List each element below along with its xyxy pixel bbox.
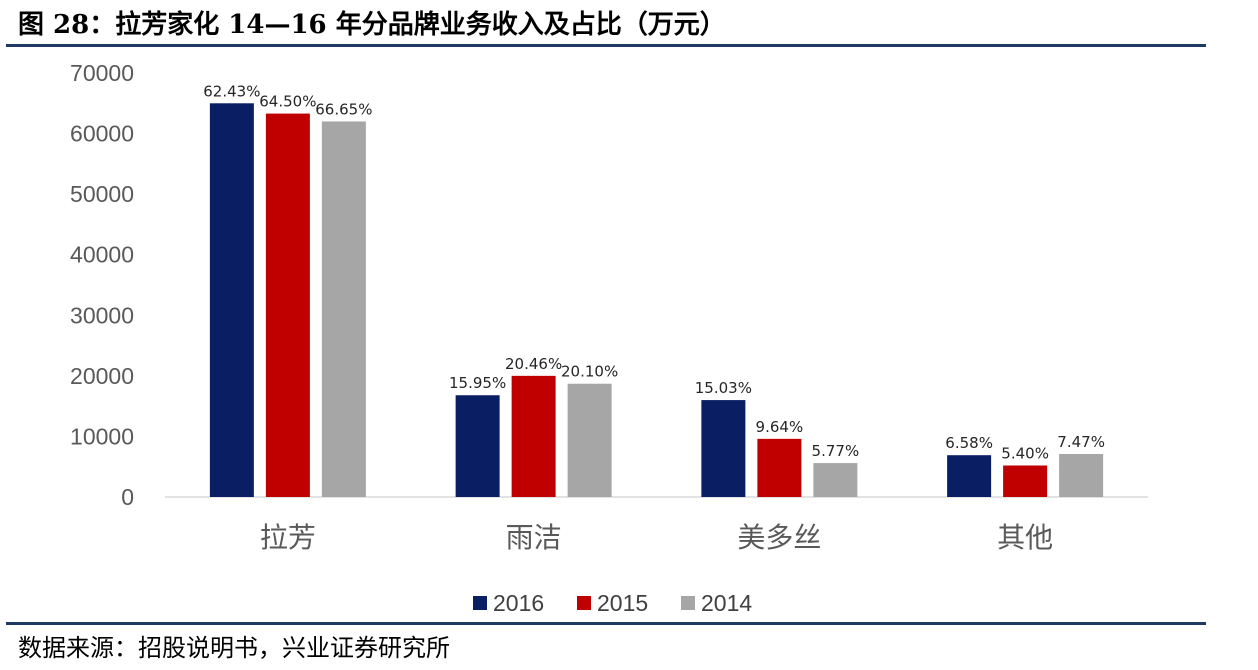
y-tick-label: 30000 (70, 302, 134, 328)
y-tick-label: 0 (121, 484, 134, 510)
bar-2015-3 (1003, 465, 1048, 497)
data-label: 7.47% (1057, 433, 1105, 451)
bar-2014-1 (567, 383, 612, 497)
data-label: 5.40% (1001, 445, 1049, 463)
footer-divider (6, 622, 1206, 625)
bar-2014-2 (813, 463, 858, 497)
figure-title: 图 28：拉芳家化 14—16 年分品牌业务收入及占比（万元） (18, 10, 726, 40)
data-label: 15.95% (449, 374, 506, 392)
legend-swatch-2014 (681, 596, 695, 610)
title-divider (6, 44, 1206, 47)
data-label: 6.58% (945, 434, 993, 452)
bar-2015-1 (511, 375, 556, 497)
legend-label: 2015 (597, 590, 648, 616)
source-note: 数据来源：招股说明书，兴业证券研究所 (18, 634, 450, 662)
y-tick-label: 60000 (70, 121, 134, 147)
data-label: 15.03% (695, 379, 752, 397)
legend-label: 2016 (493, 590, 544, 616)
x-category-label: 雨洁 (506, 521, 562, 554)
data-label: 5.77% (812, 442, 860, 460)
y-tick-label: 70000 (70, 60, 134, 86)
bar-2016-1 (455, 395, 500, 497)
bar-2016-3 (947, 455, 992, 497)
data-label: 66.65% (315, 100, 372, 118)
bar-2014-0 (321, 121, 366, 497)
x-category-label: 其他 (997, 521, 1053, 554)
bar-series-group: 62.43%64.50%66.65% 15.95%20.46%20.10% 15.0… (203, 82, 1105, 498)
x-axis: 拉芳 雨洁 美多丝 其他 (260, 521, 1053, 554)
x-category-label: 拉芳 (260, 521, 316, 554)
bar-2016-2 (701, 400, 746, 497)
y-axis: 0 10000 20000 30000 40000 50000 60000 70000 (70, 60, 134, 510)
legend-swatch-2016 (473, 596, 487, 610)
legend-swatch-2015 (577, 596, 591, 610)
data-label: 62.43% (203, 82, 260, 100)
y-tick-label: 50000 (70, 181, 134, 207)
bar-2016-0 (209, 103, 254, 498)
data-label: 64.50% (259, 93, 316, 111)
y-tick-label: 20000 (70, 363, 134, 389)
x-category-label: 美多丝 (737, 521, 821, 554)
bar-2015-2 (757, 438, 802, 497)
y-tick-label: 10000 (70, 423, 134, 449)
y-tick-label: 40000 (70, 242, 134, 268)
data-label: 9.64% (756, 418, 804, 436)
data-label: 20.10% (561, 363, 618, 381)
legend: 2016 2015 2014 (473, 590, 752, 616)
bar-2015-0 (265, 113, 310, 497)
bar-2014-3 (1059, 453, 1104, 497)
legend-label: 2014 (701, 590, 752, 616)
data-label: 20.46% (505, 355, 562, 373)
